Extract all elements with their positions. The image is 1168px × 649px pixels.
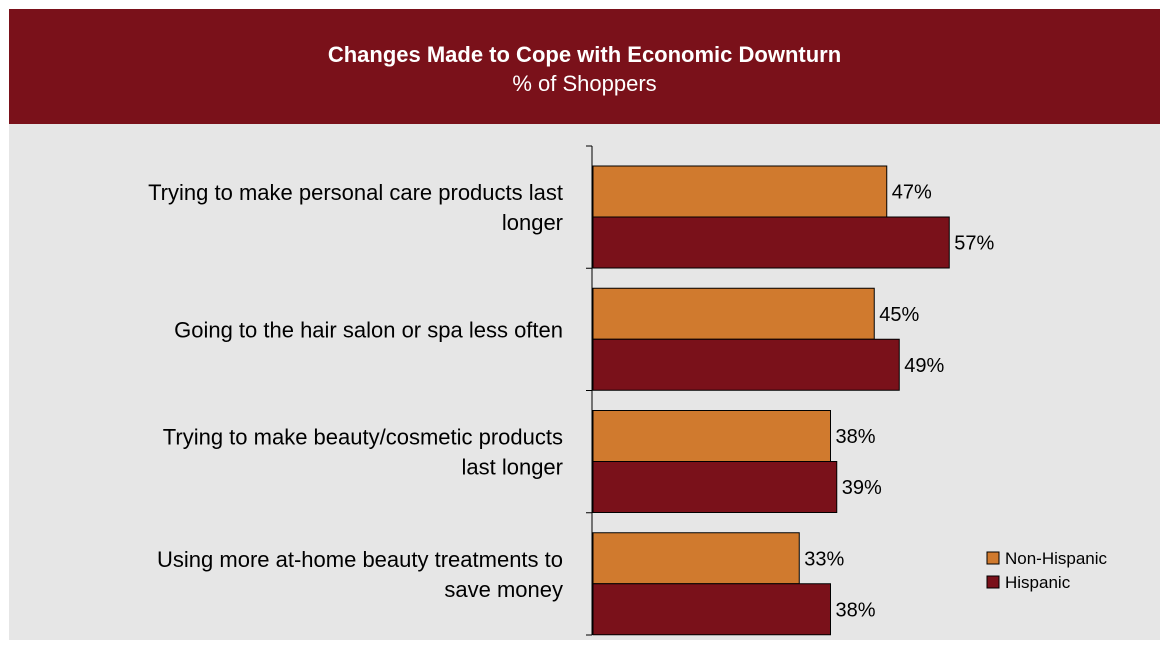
bar-hispanic [592, 461, 838, 513]
chart-title: Changes Made to Cope with Economic Downt… [327, 42, 842, 67]
bar-hispanic [592, 583, 831, 636]
data-label: 38% [836, 599, 876, 621]
data-label: 57% [954, 233, 994, 255]
data-label: 49% [904, 355, 944, 377]
data-label: 39% [842, 477, 882, 499]
category-label: Using more at-home beauty treatments to s… [157, 547, 563, 602]
legend-label: Non-Hispanic [1005, 549, 1108, 568]
category-label-line: last longer [461, 455, 563, 480]
bar-non-hispanic [592, 165, 888, 218]
category-label-line: Using more at-home beauty treatments to [157, 547, 563, 572]
bar-chart: Trying to make personal care products la… [148, 145, 1108, 636]
chart-frame: Changes Made to Cope with Economic Downt… [9, 9, 1160, 640]
category-label: Trying to make beauty/cosmetic products l… [163, 425, 563, 480]
bar-hispanic [592, 338, 900, 391]
category-label: Trying to make personal care products la… [148, 180, 563, 235]
category-label-line: Going to the hair salon or spa less ofte… [174, 317, 563, 342]
category-label-line: longer [502, 210, 563, 235]
data-label: 47% [892, 182, 932, 204]
chart-header: Changes Made to Cope with Economic Downt… [9, 9, 1160, 124]
legend-label: Hispanic [1005, 573, 1071, 592]
legend-swatch [986, 575, 1000, 589]
category-label-line: save money [444, 577, 563, 602]
legend-swatch [986, 551, 1000, 565]
bar-hispanic [592, 216, 950, 269]
chart-subtitle: % of Shoppers [512, 71, 657, 96]
data-label: 45% [879, 304, 919, 326]
bar-non-hispanic [592, 532, 800, 585]
category-label: Going to the hair salon or spa less ofte… [174, 317, 563, 342]
category-label-line: Trying to make beauty/cosmetic products [163, 425, 563, 450]
data-label: 38% [836, 426, 876, 448]
bar-non-hispanic [592, 287, 875, 340]
category-label-line: Trying to make personal care products la… [148, 180, 563, 205]
bar-non-hispanic [592, 410, 831, 462]
data-label: 33% [804, 548, 844, 570]
